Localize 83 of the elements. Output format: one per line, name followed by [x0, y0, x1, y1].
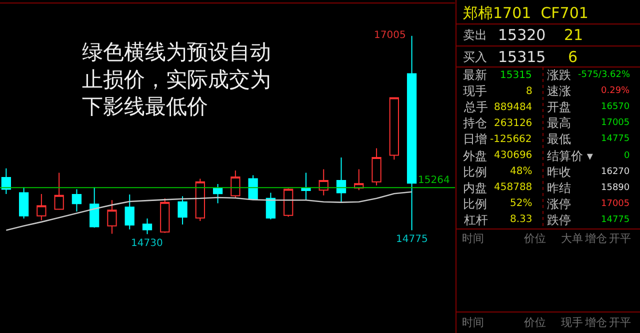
candlestick [389, 97, 399, 160]
candlestick [212, 184, 223, 204]
candlestick [230, 170, 240, 199]
text: 内盘 [463, 181, 487, 195]
text: 价位 [523, 232, 546, 245]
text: 速涨 [547, 84, 571, 98]
text: 458788 [494, 182, 532, 193]
text: 杠杆 [463, 213, 488, 227]
text: 涨停 [547, 197, 571, 211]
text: 15320 [498, 26, 546, 44]
annotation: 14730 [131, 238, 163, 249]
text: 16570 [601, 102, 630, 112]
text: 外盘 [463, 149, 487, 163]
text: 开平 [609, 316, 631, 329]
text: 48% [510, 166, 532, 177]
text: 现手 [463, 84, 487, 98]
candlestick [1, 168, 11, 195]
text: 时间 [462, 316, 484, 329]
text: 15890 [601, 183, 630, 193]
text: 889484 [494, 102, 532, 113]
text: 卖出 [463, 28, 487, 42]
text: 8.33 [510, 214, 532, 225]
text: 开盘 [547, 100, 571, 114]
text: 现手 [561, 316, 583, 329]
text: 52% [510, 198, 532, 209]
ref-line-label: 15264 [418, 175, 450, 186]
text: 持仓 [463, 116, 487, 130]
text: 263126 [494, 118, 532, 129]
candlestick [301, 172, 311, 200]
candlestick [195, 178, 205, 222]
text: 总手 [463, 100, 488, 114]
text: 8 [526, 86, 532, 97]
text: 涨跌 [547, 68, 571, 82]
candlestick [406, 35, 417, 231]
text: 最高 [547, 116, 571, 130]
text: 最低 [547, 132, 571, 146]
text: 0 [624, 151, 630, 161]
candlestick [372, 148, 382, 186]
candlestick [124, 194, 134, 230]
text: 开平 [609, 232, 631, 245]
candlestick [336, 156, 346, 202]
text: 最新 [463, 68, 487, 82]
text: -125662 [490, 134, 532, 145]
text: -575/3.62% [578, 70, 630, 80]
text: 价位 [523, 316, 546, 329]
candlestick [142, 218, 152, 235]
text: 6 [568, 48, 578, 66]
text: 跌停 [547, 213, 571, 227]
annotation: 17005 [374, 30, 406, 41]
candlestick [54, 172, 64, 210]
text: 昨收 [547, 165, 571, 179]
candlestick [36, 194, 46, 221]
text: 17005 [601, 199, 630, 209]
text: 14775 [601, 215, 630, 225]
text: 日增 [463, 132, 487, 146]
text: 比例 [463, 197, 487, 211]
text: 14775 [601, 134, 630, 144]
text: 时间 [462, 232, 484, 245]
candlestick [266, 192, 276, 220]
candlestick [284, 188, 294, 218]
text: 16270 [601, 167, 630, 177]
candlestick [178, 196, 188, 226]
text: 增仓 [584, 232, 607, 245]
candlestick [107, 200, 117, 234]
candlestick [18, 186, 29, 219]
text: 17005 [601, 118, 630, 128]
text: 比例 [463, 165, 487, 179]
text: 21 [564, 26, 584, 44]
annotation: 14775 [396, 234, 428, 245]
text: 买入 [463, 50, 487, 64]
candlestick [160, 198, 170, 234]
text: 郑棉1701 CF701 [463, 4, 588, 22]
text: 增仓 [584, 316, 607, 329]
candlestick [90, 186, 100, 228]
text: 结算价 ▾ [547, 149, 593, 163]
candlestick [72, 188, 82, 212]
text: 昨结 [547, 181, 571, 195]
text: 430696 [494, 150, 532, 161]
text: 15315 [500, 70, 532, 81]
text: 大单 [561, 232, 583, 245]
text: 15315 [498, 48, 546, 66]
annotation: 绿色横线为预设自动止损价，实际成交为下影线最低价 [82, 40, 271, 119]
text: 0.29% [601, 86, 630, 96]
